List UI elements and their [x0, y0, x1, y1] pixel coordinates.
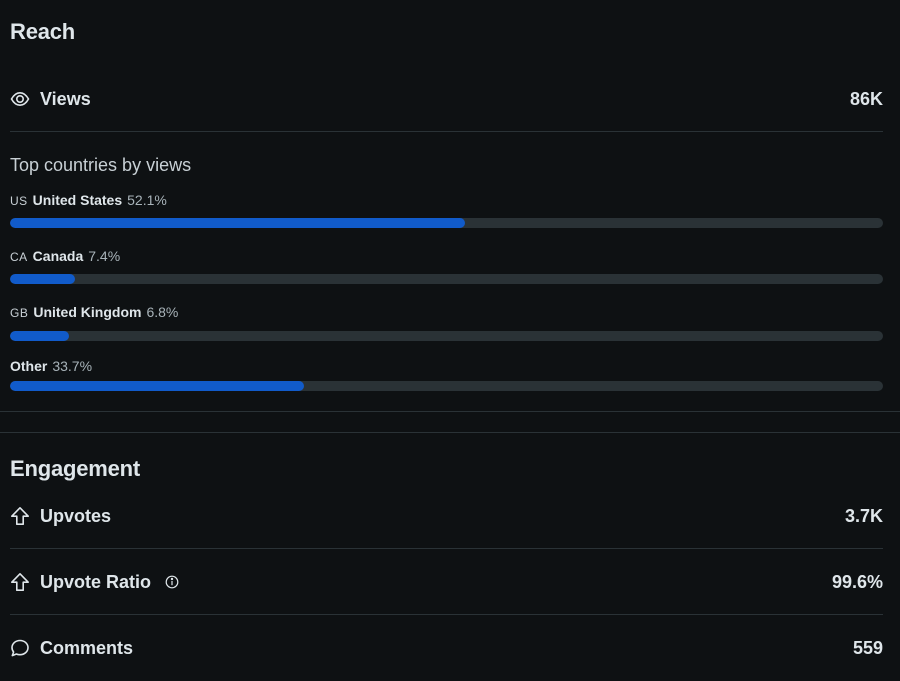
- country-percentage: 52.1%: [127, 192, 167, 208]
- views-label: Views: [40, 88, 91, 109]
- upvotes-row: Upvotes 3.7K: [10, 496, 883, 536]
- country-name: Canada: [32, 248, 84, 264]
- country-bar-track: [10, 381, 883, 391]
- divider: [10, 548, 883, 549]
- country-name: United States: [32, 192, 123, 208]
- country-label: CA Canada 7.4%: [10, 248, 120, 264]
- country-label: Other 33.7%: [10, 358, 92, 374]
- country-percentage: 6.8%: [146, 304, 179, 320]
- comments-row: Comments 559: [10, 628, 883, 668]
- comments-value: 559: [852, 637, 883, 658]
- country-code: CA: [10, 250, 28, 264]
- engagement-section-title: Engagement: [10, 456, 141, 481]
- country-bar-track: [10, 218, 883, 228]
- top-countries-heading: Top countries by views: [10, 155, 192, 175]
- section-divider: [0, 411, 900, 412]
- upvotes-label: Upvotes: [40, 505, 112, 526]
- info-icon[interactable]: [165, 575, 179, 589]
- upvote-ratio-label: Upvote Ratio: [40, 571, 152, 592]
- views-value: 86K: [849, 88, 883, 109]
- country-bar-track: [10, 331, 883, 341]
- upvote-arrow-icon: [10, 572, 30, 592]
- country-code: GB: [10, 306, 29, 320]
- country-bar-fill: [10, 274, 75, 284]
- country-code: US: [10, 194, 28, 208]
- country-name: United Kingdom: [33, 304, 142, 320]
- eye-icon: [10, 89, 30, 109]
- reach-section-title: Reach: [10, 19, 76, 44]
- divider: [10, 131, 883, 132]
- upvotes-value: 3.7K: [844, 505, 883, 526]
- upvote-arrow-icon: [10, 506, 30, 526]
- country-bar-fill: [10, 381, 305, 391]
- country-name: Other: [10, 358, 48, 374]
- comments-label: Comments: [40, 637, 134, 658]
- comment-bubble-icon: [10, 638, 30, 658]
- country-percentage: 7.4%: [88, 248, 121, 264]
- country-label: GB United Kingdom 6.8%: [10, 304, 178, 320]
- country-bar-track: [10, 274, 883, 284]
- country-bar-fill: [10, 331, 70, 341]
- section-divider: [0, 432, 900, 433]
- upvote-ratio-value: 99.6%: [831, 571, 883, 592]
- country-percentage: 33.7%: [52, 358, 93, 374]
- country-label: US United States 52.1%: [10, 192, 167, 208]
- divider: [10, 614, 883, 615]
- views-row: Views 86K: [10, 79, 883, 119]
- upvote-ratio-row: Upvote Ratio 99.6%: [10, 562, 883, 602]
- country-bar-fill: [10, 218, 465, 228]
